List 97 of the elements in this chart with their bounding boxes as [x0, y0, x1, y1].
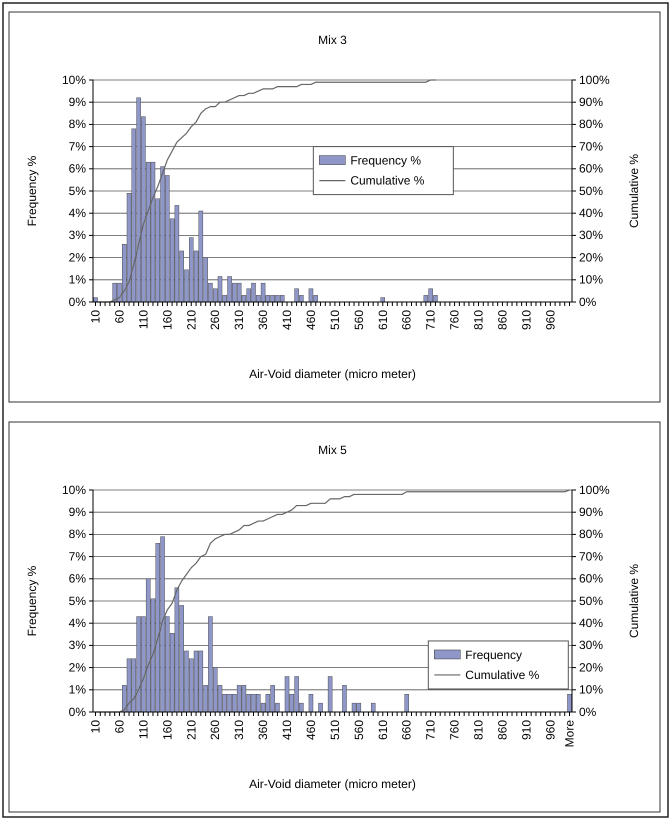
y2-tick-label: 30% [579, 638, 604, 652]
y2-tick-label: 0% [579, 704, 597, 719]
y2-tick-label: 10% [579, 682, 604, 697]
x-tick-label: 660 [400, 720, 414, 740]
x-tick-label: 910 [519, 720, 534, 740]
x-tick-label: More [562, 720, 576, 748]
chart-title: Mix 3 [318, 33, 348, 47]
y-axis-title: Frequency % [25, 565, 39, 636]
x-tick-label: 210 [184, 720, 198, 740]
y2-tick-label: 10% [579, 272, 604, 287]
legend-label: Cumulative % [350, 174, 425, 188]
y2-tick-label: 20% [579, 660, 604, 674]
x-tick-label: 760 [448, 310, 462, 330]
y-tick-label: 2% [68, 250, 86, 264]
x-tick-label: 260 [208, 310, 222, 330]
x-tick-label: 360 [256, 310, 270, 330]
x-tick-label: 810 [472, 720, 486, 740]
y-tick-label: 5% [68, 184, 86, 198]
x-tick-label: 860 [495, 720, 510, 740]
x-tick-label: 810 [472, 310, 486, 330]
x-tick-label: 710 [424, 310, 438, 330]
x-tick-label: 860 [495, 310, 510, 330]
x-tick-label: 60 [112, 310, 126, 324]
y-tick-label: 7% [68, 549, 86, 564]
x-tick-label: 910 [519, 310, 534, 330]
x-tick-label: 510 [328, 310, 342, 330]
x-tick-label: 760 [448, 720, 462, 740]
x-tick-label: 960 [543, 720, 558, 740]
x-tick-label: 310 [232, 310, 246, 330]
y-tick-label: 3% [68, 638, 86, 652]
x-tick-label: 410 [280, 310, 294, 330]
x-tick-label: 110 [136, 310, 150, 330]
y2-tick-label: 40% [579, 616, 604, 630]
y2-tick-label: 50% [579, 594, 604, 608]
x-tick-label: 960 [543, 310, 558, 330]
x-axis-title: Air-Void diameter (micro meter) [249, 777, 416, 791]
y2-tick-label: 100% [579, 482, 610, 497]
x-tick-label: 260 [208, 720, 222, 740]
y2-tick-label: 50% [579, 184, 604, 198]
x-tick-label: 660 [400, 310, 414, 330]
x-tick-label: 360 [256, 720, 270, 740]
y2-tick-label: 20% [579, 250, 604, 264]
y2-tick-label: 0% [579, 294, 597, 309]
legend-label: Cumulative % [465, 668, 540, 682]
y2-tick-label: 90% [579, 505, 604, 520]
x-tick-label: 560 [352, 720, 366, 740]
y-tick-label: 10% [62, 482, 86, 497]
x-tick-label: 310 [232, 720, 246, 740]
y-tick-label: 2% [68, 660, 86, 674]
y-axis-title: Frequency % [25, 155, 39, 226]
y-tick-label: 9% [68, 505, 86, 520]
x-tick-label: 410 [280, 720, 294, 740]
y-tick-label: 5% [68, 594, 86, 608]
y-tick-label: 0% [68, 294, 86, 309]
y-tick-label: 6% [68, 572, 86, 586]
y-tick-label: 8% [68, 527, 86, 542]
x-tick-label: 710 [424, 720, 438, 740]
y2-tick-label: 100% [579, 72, 610, 87]
x-tick-label: 10 [88, 720, 103, 734]
y-tick-label: 6% [68, 162, 86, 176]
y2-tick-label: 90% [579, 95, 604, 110]
x-tick-label: 560 [352, 310, 366, 330]
x-tick-label: 210 [184, 310, 198, 330]
x-tick-label: 460 [304, 720, 318, 740]
y2-tick-label: 40% [579, 206, 604, 220]
y2-tick-label: 60% [579, 162, 604, 176]
y-tick-label: 1% [68, 682, 86, 697]
x-tick-label: 610 [376, 310, 390, 330]
y2-tick-label: 60% [579, 572, 604, 586]
x-tick-label: 160 [160, 720, 174, 740]
y2-axis-title: Cumulative % [627, 154, 641, 228]
x-tick-label: 610 [376, 720, 390, 740]
x-tick-label: 510 [328, 720, 342, 740]
y-tick-label: 4% [68, 206, 86, 220]
x-axis-title: Air-Void diameter (micro meter) [249, 367, 416, 381]
x-tick-label: 160 [160, 310, 174, 330]
y-tick-label: 4% [68, 616, 86, 630]
y-tick-label: 0% [68, 704, 86, 719]
y2-tick-label: 70% [579, 139, 604, 154]
chart-title: Mix 5 [318, 443, 348, 457]
y-tick-label: 10% [62, 72, 86, 87]
y-tick-label: 1% [68, 272, 86, 287]
y2-tick-label: 70% [579, 549, 604, 564]
y-tick-label: 9% [68, 95, 86, 110]
x-tick-label: 10 [88, 310, 103, 324]
y2-tick-label: 80% [579, 117, 604, 132]
x-tick-label: 460 [304, 310, 318, 330]
legend-label: Frequency % [350, 154, 422, 168]
y-tick-label: 3% [68, 228, 86, 242]
legend-label: Frequency [465, 648, 522, 662]
y-tick-label: 8% [68, 117, 86, 132]
y2-tick-label: 30% [579, 228, 604, 242]
x-tick-label: 110 [136, 720, 150, 740]
y2-axis-title: Cumulative % [627, 564, 641, 638]
y-tick-label: 7% [68, 139, 86, 154]
x-tick-label: 60 [112, 720, 126, 734]
y2-tick-label: 80% [579, 527, 604, 542]
